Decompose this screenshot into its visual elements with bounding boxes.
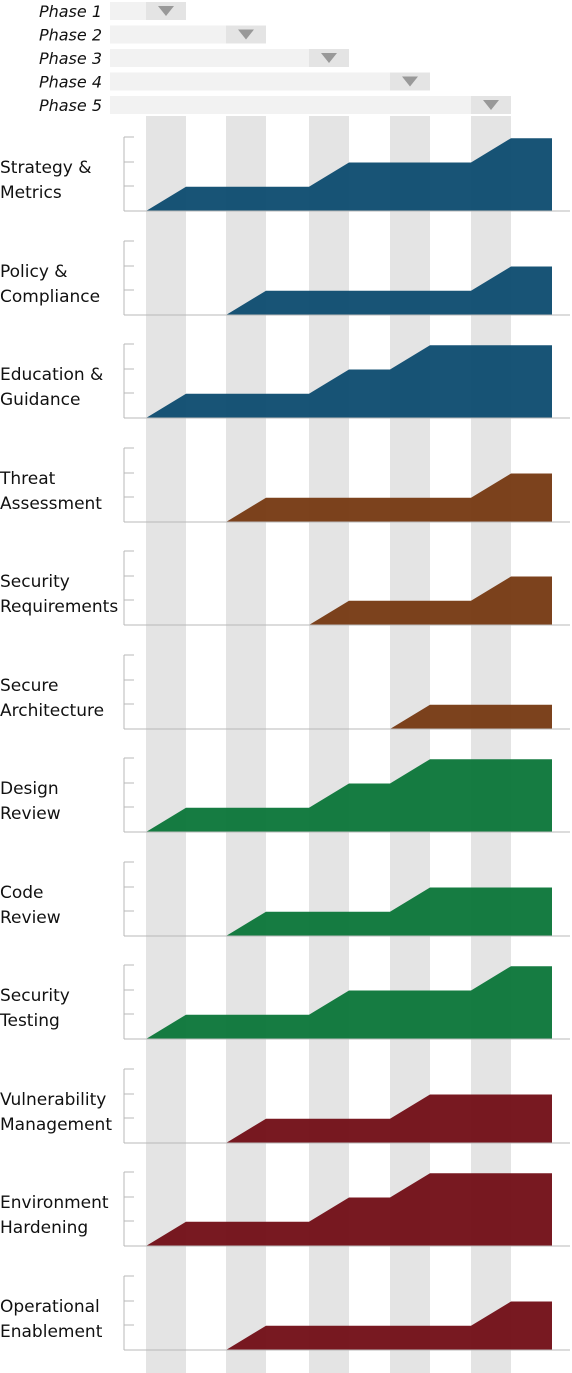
phase-marker-icon (483, 100, 499, 110)
phase-label-5: Phase 5 (39, 96, 102, 115)
practice-row: Design Review (0, 757, 570, 833)
phase-marker-icon (402, 76, 418, 87)
practice-row: Policy & Compliance (0, 240, 570, 316)
practice-label: Review (0, 908, 61, 928)
practice-label: Security (0, 986, 70, 1006)
practice-label: Compliance (0, 287, 100, 307)
practice-row: Education & Guidance (0, 343, 570, 419)
phase-header: Phase 1 Phase 2 Phase 3 Phase 4 Phase 5 (39, 2, 511, 115)
practice-area (146, 1301, 552, 1350)
practice-label: Management (0, 1115, 112, 1135)
phase-label-4: Phase 4 (39, 73, 102, 92)
practice-label: Architecture (0, 701, 104, 721)
practice-area (146, 345, 552, 418)
phase-marker-icon (158, 6, 174, 16)
practice-label: Metrics (0, 183, 62, 203)
practice-area (146, 1173, 552, 1246)
practice-row: Code Review (0, 861, 570, 937)
practice-label: Requirements (0, 597, 118, 617)
practice-area (146, 138, 552, 211)
practice-label: Hardening (0, 1218, 88, 1238)
practice-label: Education & (0, 365, 103, 385)
practice-row: Threat Assessment (0, 447, 570, 523)
phase-column-3 (309, 116, 349, 1373)
practice-row: Security Requirements (0, 550, 570, 626)
phase-column-2 (226, 116, 266, 1373)
practice-label: Operational (0, 1297, 100, 1317)
practice-area (146, 576, 552, 625)
phase-column-1 (146, 116, 186, 1373)
practice-label: Code (0, 883, 44, 903)
phase-label-1: Phase 1 (39, 2, 102, 21)
practice-label: Testing (0, 1011, 60, 1031)
practice-area (146, 759, 552, 832)
practice-label: Review (0, 804, 61, 824)
practice-row: Environment Hardening (0, 1171, 570, 1247)
practice-label: Vulnerability (0, 1090, 106, 1110)
phase-column-5 (471, 116, 511, 1373)
practice-label: Strategy & (0, 158, 92, 178)
phase-marker-icon (238, 29, 254, 40)
practice-label: Enablement (0, 1322, 103, 1342)
practice-area (146, 704, 552, 729)
practice-row: Strategy & Metrics (0, 136, 570, 212)
practice-label: Assessment (0, 494, 102, 514)
phase-marker-icon (321, 53, 337, 63)
practice-row: Vulnerability Management (0, 1068, 570, 1144)
practice-area (146, 1094, 552, 1143)
phase-bar-5 (110, 96, 511, 114)
phase-bar-4 (110, 72, 430, 91)
practice-area (146, 966, 552, 1039)
practice-label: Threat (0, 469, 56, 489)
practice-area (146, 266, 552, 315)
practice-label: Policy & (0, 262, 68, 282)
phase-bar-3 (110, 49, 349, 67)
phase-columns (146, 116, 511, 1373)
practice-label: Security (0, 572, 70, 592)
phase-label-3: Phase 3 (39, 49, 102, 68)
practice-label: Environment (0, 1193, 109, 1213)
practice-label: Guidance (0, 390, 80, 410)
phase-column-4 (390, 116, 430, 1373)
phase-label-2: Phase 2 (39, 26, 102, 45)
practice-row: Security Testing (0, 964, 570, 1040)
practice-rows: Strategy & Metrics Policy & Compliance Educa… (0, 136, 570, 1351)
practice-label: Design (0, 779, 59, 799)
practice-row: Operational Enablement (0, 1275, 570, 1351)
practice-row: Secure Architecture (0, 654, 570, 730)
practice-area (146, 887, 552, 936)
practice-area (146, 473, 552, 522)
practice-label: Secure (0, 676, 58, 696)
